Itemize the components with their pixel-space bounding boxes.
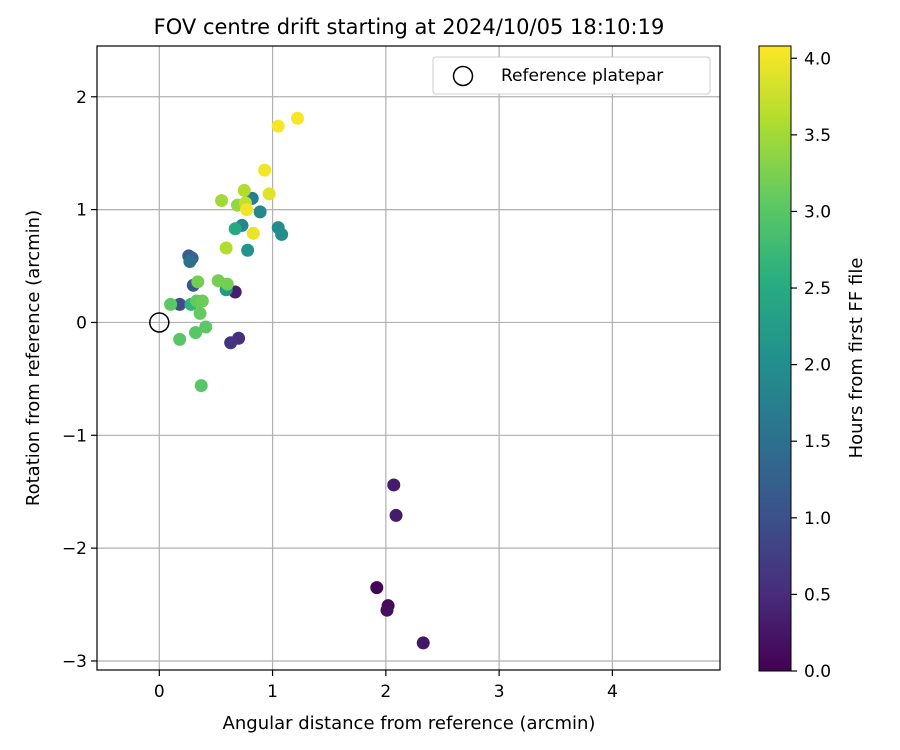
x-tick-label: 3 [494,682,505,702]
data-point [183,255,197,269]
data-point [228,222,242,236]
y-tick-label: 1 [76,201,87,221]
data-point [199,320,213,334]
colorbar-tick-label: 0.5 [804,585,831,605]
data-point [173,332,187,346]
y-tick-label: −1 [62,426,87,446]
data-point [380,603,394,617]
legend-box [432,56,711,95]
y-tick-label: 0 [76,313,87,333]
x-tick-label: 1 [267,682,278,702]
colorbar-tick-label: 2.0 [804,356,831,376]
data-point [193,306,207,320]
grid [97,46,720,670]
chart-title: FOV centre drift starting at 2024/10/05 … [154,15,665,39]
y-tick-label: −2 [62,539,87,559]
colorbar-tick-label: 2.5 [804,279,831,299]
colorbar-gradient [758,45,792,672]
colorbar: 0.0 0.5 1.0 1.5 2.0 2.5 3.0 3.5 4.0 Hours from f… [758,45,867,682]
colorbar-tick-label: 1.0 [804,509,831,529]
data-point [224,336,238,350]
legend-label: Reference platepar [501,66,663,86]
data-point [219,241,233,255]
data-point [240,203,254,217]
x-axis-label: Angular distance from reference (arcmin) [223,713,596,734]
reference-marker [149,312,170,333]
data-point [241,243,255,257]
data-point [220,277,234,291]
data-point [189,326,203,340]
colorbar-label: Hours from first FF file [846,258,867,459]
data-point [290,111,304,125]
x-tick-label: 4 [607,682,618,702]
data-point [215,194,229,208]
data-point [389,508,403,522]
data-point [387,478,401,492]
colorbar-tick-label: 1.5 [804,432,831,452]
colorbar-tick-label: 4.0 [804,49,831,69]
y-tick-label: −3 [62,652,87,672]
data-point [416,636,430,650]
data-point [164,297,178,311]
data-points [149,111,430,650]
colorbar-tick-label: 3.0 [804,202,831,222]
legend: Reference platepar [432,56,711,95]
x-tick-label: 0 [154,682,165,702]
data-point [370,581,384,595]
x-tick-label: 2 [380,682,391,702]
data-point [258,163,272,177]
colorbar-ticks: 0.0 0.5 1.0 1.5 2.0 2.5 3.0 3.5 4.0 [791,49,831,682]
legend-marker-icon [452,65,474,87]
data-point [195,294,209,308]
y-tick-label: 2 [76,88,87,108]
y-axis-label: Rotation from reference (arcmin) [23,210,44,506]
x-axis-ticks: 0 1 2 3 4 [154,670,618,702]
data-point [194,379,208,393]
data-point [275,227,289,241]
data-point [253,205,267,219]
data-point [191,275,205,289]
data-point [237,183,251,197]
data-point [173,297,187,311]
plot-frame [96,45,721,671]
data-point [271,119,285,133]
data-point [262,187,276,201]
colorbar-tick-label: 0.0 [804,662,831,682]
data-point [246,226,260,240]
y-axis-ticks: 2 1 0 −1 −2 −3 [62,88,97,672]
colorbar-tick-label: 3.5 [804,126,831,146]
